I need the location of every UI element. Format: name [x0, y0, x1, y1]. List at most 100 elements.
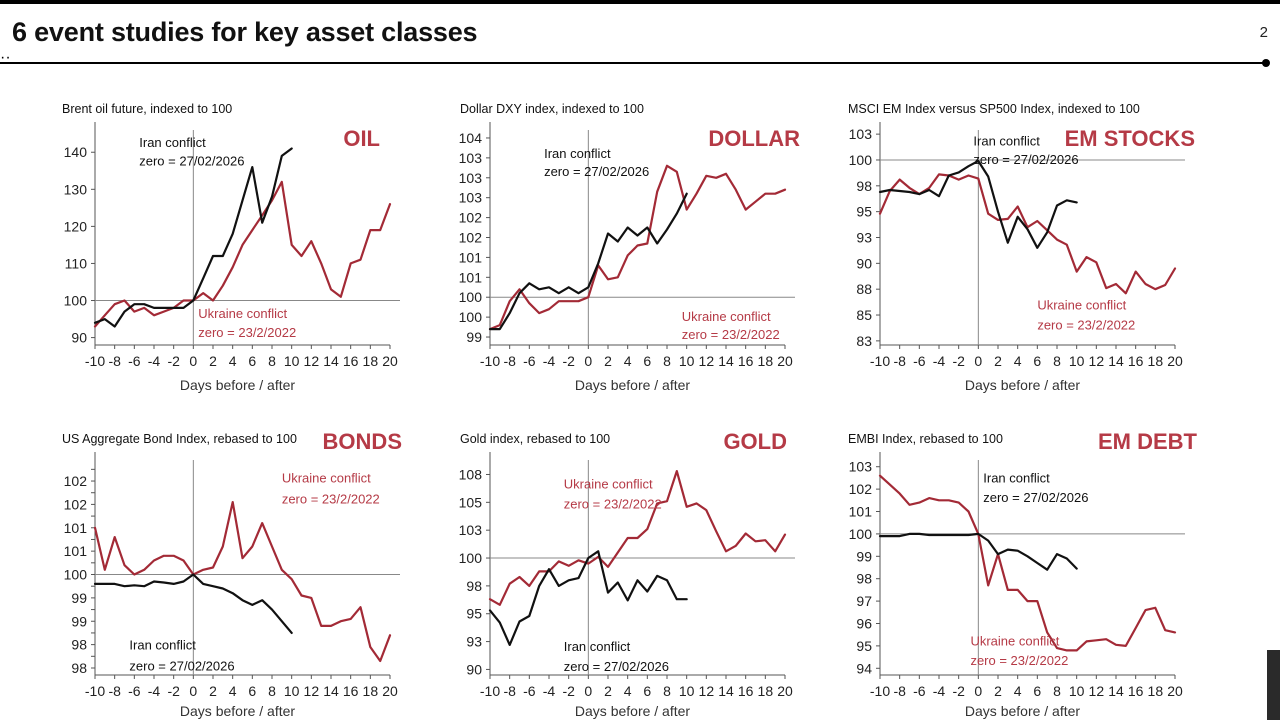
y-tick-label: 101	[849, 504, 873, 520]
x-tick-label: 12	[304, 353, 320, 369]
x-tick-label: 16	[343, 683, 359, 699]
x-tick-label: -10	[480, 683, 500, 699]
x-tick-label: 8	[268, 353, 276, 369]
x-tick-label: -10	[480, 353, 500, 369]
annotation-ukraine: zero = 23/2/2022	[970, 653, 1068, 668]
x-tick-label: 8	[1053, 353, 1061, 369]
x-tick-label: 20	[382, 683, 398, 699]
annotation-ukraine: zero = 23/2/2022	[564, 497, 662, 512]
x-tick-label: 0	[189, 353, 197, 369]
x-tick-label: -4	[933, 353, 946, 369]
x-axis-label: Days before / after	[575, 703, 691, 719]
x-tick-label: 14	[718, 683, 734, 699]
x-tick-label: 2	[604, 683, 612, 699]
series-line-ukraine	[878, 474, 1177, 652]
x-tick-label: -6	[523, 353, 536, 369]
x-tick-label: 10	[284, 353, 300, 369]
y-tick-label: 96	[856, 615, 872, 631]
y-tick-label: 103	[459, 522, 483, 538]
x-tick-label: 6	[643, 353, 651, 369]
series-line-iran	[488, 550, 688, 647]
y-tick-label: 95	[856, 204, 872, 220]
annotation-ukraine: zero = 23/2/2022	[682, 327, 780, 342]
rule-end-dot	[1262, 59, 1270, 67]
series-line-iran	[488, 192, 688, 331]
chart-title: US Aggregate Bond Index, rebased to 100	[62, 432, 297, 446]
x-tick-label: -6	[128, 353, 141, 369]
x-tick-label: -8	[108, 353, 121, 369]
x-tick-label: 12	[1089, 353, 1105, 369]
x-tick-label: 10	[1069, 353, 1085, 369]
y-tick-label: 103	[849, 459, 873, 475]
chart-tag: DOLLAR	[708, 126, 800, 151]
annotation-ukraine: zero = 23/2/2022	[282, 492, 380, 507]
chart-title: Gold index, rebased to 100	[460, 432, 610, 446]
x-tick-label: -6	[128, 683, 141, 699]
y-tick-label: 101	[64, 543, 88, 559]
x-tick-label: -8	[893, 683, 906, 699]
x-tick-label: -2	[167, 683, 180, 699]
x-tick-label: 18	[758, 683, 774, 699]
y-tick-label: 90	[71, 330, 87, 346]
annotation-ukraine: zero = 23/2/2022	[1037, 317, 1135, 332]
x-tick-label: 12	[699, 683, 715, 699]
chart-tag: EM STOCKS	[1065, 126, 1195, 151]
y-tick-label: 130	[64, 181, 88, 197]
x-tick-label: -10	[85, 353, 105, 369]
chart-title: Brent oil future, indexed to 100	[62, 102, 232, 116]
x-tick-label: -2	[952, 683, 965, 699]
x-tick-label: 6	[248, 353, 256, 369]
x-tick-label: 14	[1108, 353, 1124, 369]
x-tick-label: 2	[209, 683, 217, 699]
annotation-ukraine: Ukraine conflict	[970, 633, 1059, 648]
x-tick-label: 4	[1014, 683, 1022, 699]
y-tick-label: 103	[459, 170, 483, 186]
x-tick-label: -6	[913, 353, 926, 369]
x-tick-label: 20	[777, 683, 793, 699]
annotation-ukraine: Ukraine conflict	[682, 309, 771, 324]
x-tick-label: -8	[893, 353, 906, 369]
x-tick-label: 6	[643, 683, 651, 699]
annotation-iran: zero = 27/02/2026	[983, 490, 1088, 505]
y-tick-label: 93	[856, 230, 872, 246]
x-tick-label: 10	[284, 683, 300, 699]
y-tick-label: 94	[856, 660, 872, 676]
annotation-iran: Iran conflict	[564, 639, 631, 654]
y-tick-label: 103	[459, 190, 483, 206]
series-line-ukraine	[93, 501, 392, 663]
x-tick-label: -4	[148, 683, 161, 699]
x-tick-label: 8	[663, 683, 671, 699]
y-tick-label: 102	[849, 481, 873, 497]
x-tick-label: -6	[523, 683, 536, 699]
y-tick-label: 102	[64, 473, 88, 489]
x-tick-label: 18	[758, 353, 774, 369]
y-tick-label: 110	[65, 255, 88, 271]
y-tick-label: 105	[459, 494, 483, 510]
chart-title: EMBI Index, rebased to 100	[848, 432, 1003, 446]
x-tick-label: -4	[933, 683, 946, 699]
y-tick-label: 101	[459, 249, 483, 265]
annotation-iran: Iran conflict	[983, 470, 1050, 485]
y-tick-label: 120	[64, 218, 88, 234]
x-tick-label: 16	[738, 353, 754, 369]
x-tick-label: 16	[738, 683, 754, 699]
x-tick-label: 10	[1069, 683, 1085, 699]
y-tick-label: 102	[459, 210, 483, 226]
x-tick-label: -10	[870, 683, 890, 699]
y-tick-label: 100	[459, 289, 483, 305]
chart-tag: GOLD	[723, 429, 787, 454]
x-axis-label: Days before / after	[575, 377, 691, 393]
chart-gold: Gold index, rebased to 100 GOLD 90 93 95 98 10…	[459, 429, 795, 719]
annotation-ukraine: Ukraine conflict	[282, 471, 371, 486]
x-tick-label: 4	[229, 683, 237, 699]
x-tick-label: 2	[604, 353, 612, 369]
series-line-iran	[93, 573, 293, 635]
chart-em-stocks: MSCI EM Index versus SP500 Index, indexe…	[848, 102, 1195, 393]
y-tick-label: 100	[459, 550, 483, 566]
annotation-ukraine: zero = 23/2/2022	[198, 325, 296, 340]
rule-start-dots: ··	[0, 49, 11, 66]
x-tick-label: -8	[503, 353, 516, 369]
y-tick-label: 95	[466, 606, 482, 622]
annotation-ukraine: Ukraine conflict	[1037, 298, 1126, 313]
